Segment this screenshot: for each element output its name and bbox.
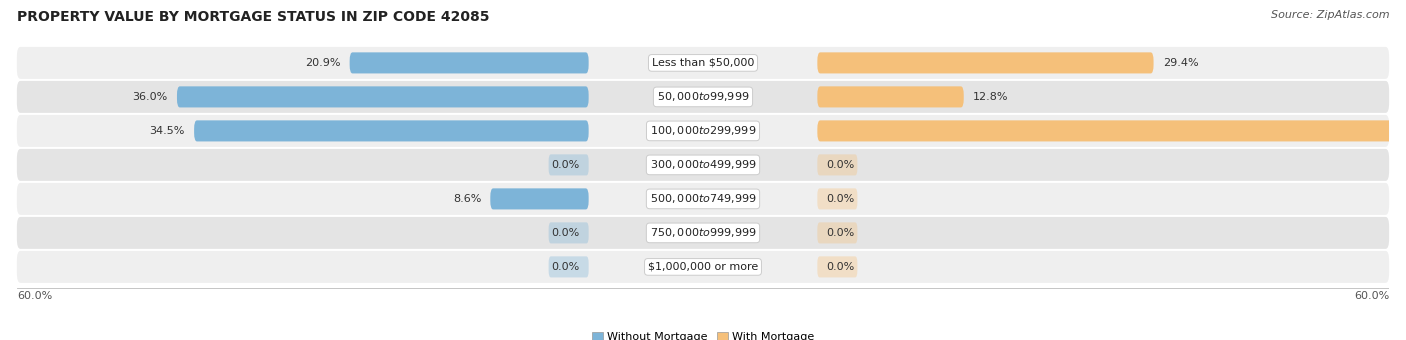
FancyBboxPatch shape	[817, 120, 1406, 141]
FancyBboxPatch shape	[17, 115, 1389, 147]
FancyBboxPatch shape	[548, 154, 589, 175]
Text: 8.6%: 8.6%	[453, 194, 481, 204]
Text: $750,000 to $999,999: $750,000 to $999,999	[650, 226, 756, 239]
Text: 29.4%: 29.4%	[1163, 58, 1198, 68]
Text: Less than $50,000: Less than $50,000	[652, 58, 754, 68]
Text: 0.0%: 0.0%	[827, 262, 855, 272]
Text: $300,000 to $499,999: $300,000 to $499,999	[650, 158, 756, 171]
FancyBboxPatch shape	[17, 149, 1389, 181]
FancyBboxPatch shape	[17, 47, 1389, 79]
Text: 60.0%: 60.0%	[1354, 291, 1389, 301]
FancyBboxPatch shape	[548, 222, 589, 243]
Text: 12.8%: 12.8%	[973, 92, 1008, 102]
FancyBboxPatch shape	[350, 52, 589, 73]
FancyBboxPatch shape	[177, 86, 589, 107]
Text: $1,000,000 or more: $1,000,000 or more	[648, 262, 758, 272]
Text: $50,000 to $99,999: $50,000 to $99,999	[657, 90, 749, 103]
FancyBboxPatch shape	[548, 256, 589, 277]
Text: 0.0%: 0.0%	[827, 194, 855, 204]
Text: 36.0%: 36.0%	[132, 92, 167, 102]
FancyBboxPatch shape	[817, 154, 858, 175]
Text: 60.0%: 60.0%	[17, 291, 52, 301]
Text: $100,000 to $299,999: $100,000 to $299,999	[650, 124, 756, 137]
Text: 0.0%: 0.0%	[551, 160, 579, 170]
Text: PROPERTY VALUE BY MORTGAGE STATUS IN ZIP CODE 42085: PROPERTY VALUE BY MORTGAGE STATUS IN ZIP…	[17, 10, 489, 24]
Text: $500,000 to $749,999: $500,000 to $749,999	[650, 192, 756, 205]
FancyBboxPatch shape	[17, 251, 1389, 283]
Text: 0.0%: 0.0%	[551, 262, 579, 272]
FancyBboxPatch shape	[194, 120, 589, 141]
Legend: Without Mortgage, With Mortgage: Without Mortgage, With Mortgage	[588, 327, 818, 340]
FancyBboxPatch shape	[17, 217, 1389, 249]
FancyBboxPatch shape	[817, 188, 858, 209]
Text: 20.9%: 20.9%	[305, 58, 340, 68]
Text: 0.0%: 0.0%	[827, 228, 855, 238]
FancyBboxPatch shape	[17, 81, 1389, 113]
FancyBboxPatch shape	[491, 188, 589, 209]
Text: 34.5%: 34.5%	[149, 126, 186, 136]
FancyBboxPatch shape	[817, 222, 858, 243]
Text: 0.0%: 0.0%	[827, 160, 855, 170]
FancyBboxPatch shape	[17, 183, 1389, 215]
FancyBboxPatch shape	[817, 256, 858, 277]
Text: Source: ZipAtlas.com: Source: ZipAtlas.com	[1271, 10, 1389, 20]
FancyBboxPatch shape	[817, 86, 963, 107]
FancyBboxPatch shape	[817, 52, 1153, 73]
Text: 0.0%: 0.0%	[551, 228, 579, 238]
